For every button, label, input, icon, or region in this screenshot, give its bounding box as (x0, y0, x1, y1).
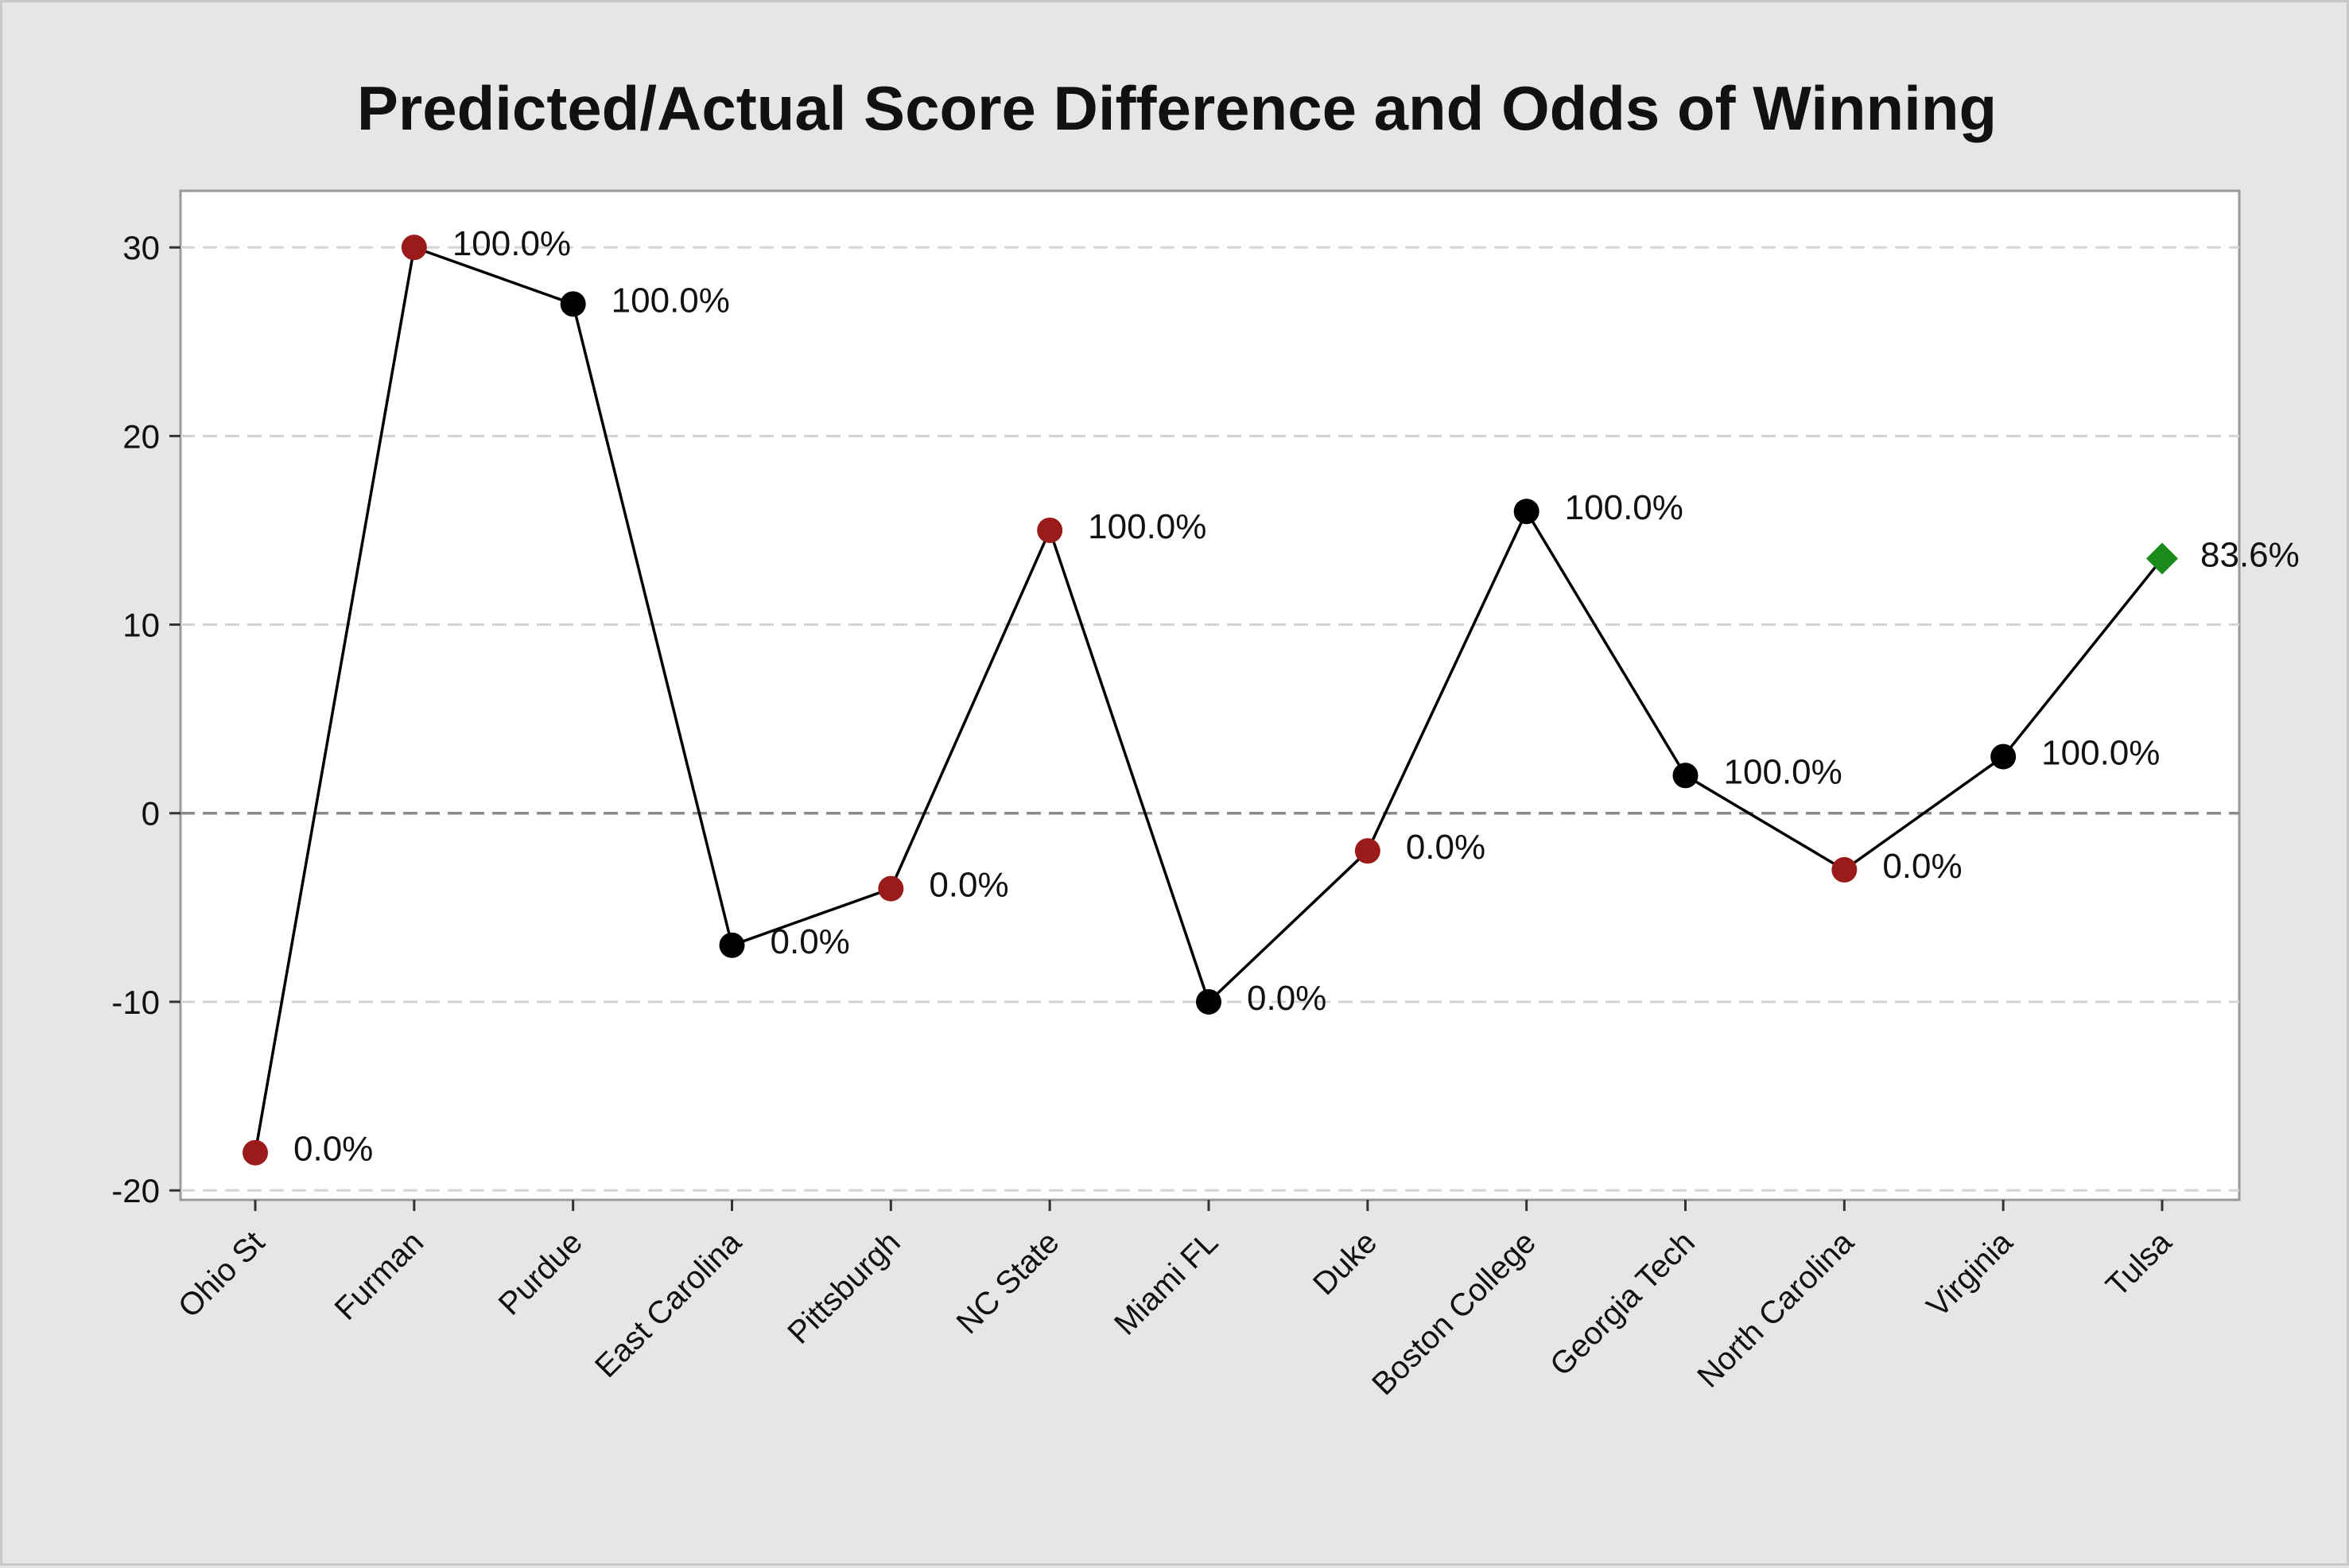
data-label: 100.0% (1088, 507, 1206, 546)
chart-title: Predicted/Actual Score Difference and Od… (357, 73, 1997, 143)
grid-lines (181, 246, 2239, 1192)
data-label: 0.0% (929, 866, 1008, 905)
data-label: 83.6% (2200, 536, 2300, 575)
y-tick-label: -20 (111, 1172, 160, 1209)
data-label: 100.0% (612, 281, 730, 320)
x-tick-label: Duke (1307, 1225, 1384, 1302)
data-label: 100.0% (2041, 734, 2160, 773)
y-tick-label: 30 (122, 229, 160, 266)
x-tick-label: Tulsa (2099, 1225, 2179, 1304)
x-tick-label: NC State (950, 1225, 1066, 1341)
y-tick-label: 20 (122, 417, 160, 455)
y-tick-label: 10 (122, 607, 160, 644)
x-tick-label: Furman (328, 1225, 431, 1327)
plot-area (179, 189, 2241, 1201)
data-point (1990, 743, 2017, 770)
data-label: 0.0% (1406, 828, 1485, 867)
data-label: 100.0% (1565, 488, 1683, 527)
x-tick-label: North Carolina (1691, 1225, 1861, 1395)
x-tick-label: Georgia Tech (1543, 1225, 1702, 1383)
x-tick-label: East Carolina (588, 1225, 748, 1384)
data-point (560, 291, 586, 317)
data-point (1672, 763, 1699, 789)
data-point (878, 875, 904, 902)
data-label: 100.0% (1724, 752, 1842, 791)
data-label: 100.0% (452, 224, 571, 263)
x-tick-label: Boston College (1365, 1225, 1543, 1402)
data-point (1196, 988, 1221, 1015)
data-point (1831, 856, 1858, 883)
data-point (719, 932, 745, 958)
data-point (401, 235, 427, 261)
data-point (243, 1139, 268, 1166)
data-label: 0.0% (1247, 979, 1326, 1018)
y-tick-label: -10 (111, 984, 160, 1021)
x-tick-label: Virginia (1920, 1225, 2020, 1324)
x-tick-label: Ohio St (172, 1225, 271, 1324)
x-tick-label: Miami FL (1108, 1225, 1225, 1341)
data-point (1513, 499, 1539, 525)
data-label: 0.0% (293, 1130, 373, 1169)
y-tick-label: 0 (142, 795, 160, 833)
data-label: 0.0% (771, 922, 850, 961)
data-point (1354, 838, 1380, 864)
data-points (243, 235, 2178, 1166)
data-label: 0.0% (1882, 847, 1962, 886)
data-point (1037, 517, 1063, 543)
x-tick-label: Purdue (492, 1225, 589, 1322)
point-labels: 0.0% 100.0% 100.0% 0.0% 0.0% 100.0% 0.0% 0.0% 10… (293, 224, 2300, 1169)
data-point-diamond (2146, 542, 2178, 575)
x-tick-label: Pittsburgh (781, 1225, 907, 1350)
